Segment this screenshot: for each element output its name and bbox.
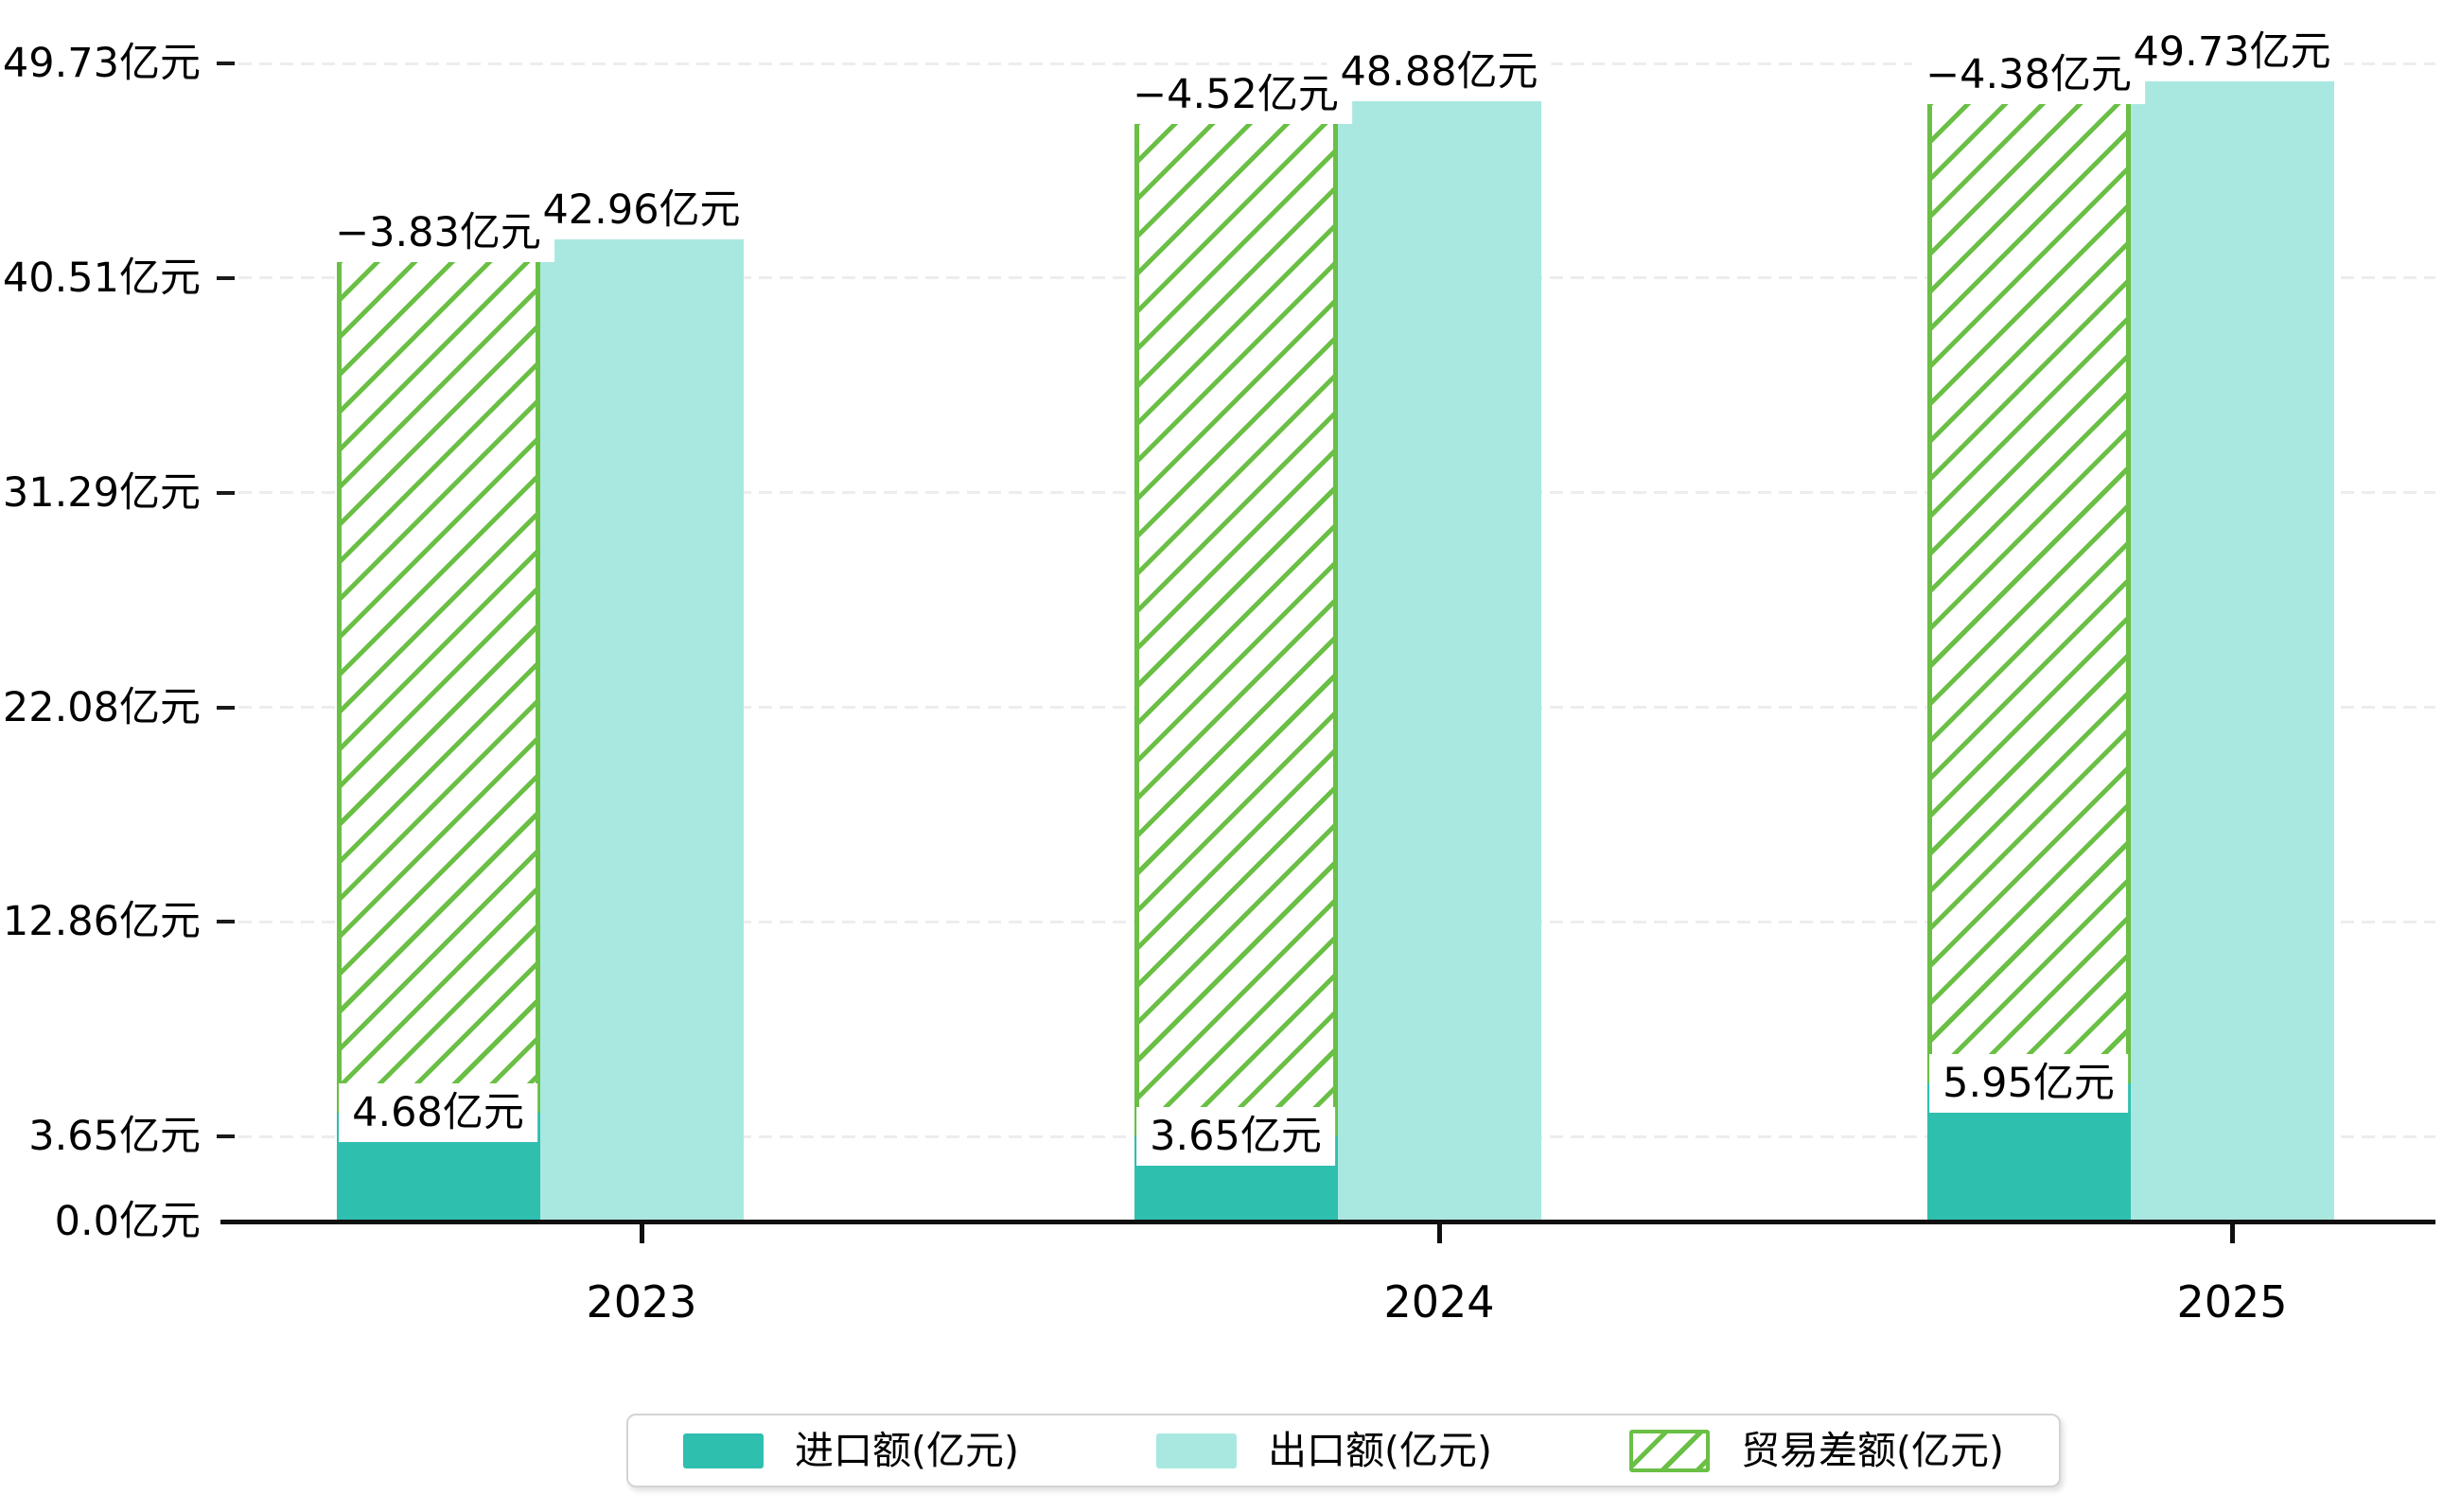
- y-tick-mark: [217, 1134, 235, 1139]
- bar-label-import-2025: 5.95亿元: [1929, 1053, 2128, 1113]
- bar-label-export-2023: 42.96亿元: [529, 180, 754, 239]
- y-tick-label: 3.65亿元: [28, 1113, 201, 1161]
- legend-swatch-export: [1156, 1433, 1237, 1468]
- bar-export-2024: [1337, 82, 1541, 1222]
- legend-swatch-trade-balance: [1629, 1429, 1710, 1472]
- bar-trade-balance-2024: [1134, 82, 1338, 1137]
- bar-label-trade-balance-2023: −3.83亿元: [322, 202, 554, 262]
- y-tick-label: 49.73亿元: [2, 40, 201, 87]
- legend-label-export: 出口额(亿元): [1268, 1427, 1492, 1473]
- y-tick-mark: [217, 275, 235, 280]
- legend-item-trade-balance: 贸易差额(亿元): [1629, 1427, 2004, 1473]
- bar-label-trade-balance-2025: −4.38亿元: [1912, 45, 2145, 104]
- bar-label-trade-balance-2024: −4.52亿元: [1119, 64, 1352, 124]
- legend-item-import: 进口额(亿元): [683, 1427, 1019, 1473]
- y-tick-mark: [217, 705, 235, 710]
- x-axis-line: [220, 1219, 2435, 1224]
- legend-swatch-import: [683, 1433, 764, 1468]
- y-tick-mark: [217, 62, 235, 65]
- x-tick-label-2023: 2023: [586, 1276, 697, 1327]
- y-tick-mark: [217, 490, 235, 495]
- y-tick-label: 31.29亿元: [2, 468, 201, 517]
- legend-label-import: 进口额(亿元): [795, 1427, 1019, 1473]
- x-tick-mark-2024: [1436, 1223, 1442, 1243]
- y-tick-mark: [217, 920, 235, 924]
- y-tick-label: 40.51亿元: [2, 254, 201, 302]
- y-tick-label: 0.0亿元: [54, 1198, 201, 1245]
- x-tick-mark-2023: [639, 1223, 644, 1243]
- bar-label-export-2025: 49.73亿元: [2119, 23, 2345, 81]
- bar-export-2025: [2130, 63, 2334, 1222]
- legend-item-export: 出口额(亿元): [1156, 1427, 1492, 1473]
- bar-export-2023: [539, 220, 744, 1222]
- legend-label-trade-balance: 贸易差额(亿元): [1741, 1427, 2004, 1473]
- x-tick-label-2025: 2025: [2176, 1276, 2288, 1327]
- bar-label-import-2023: 4.68亿元: [339, 1082, 537, 1142]
- legend: 进口额(亿元) 出口额(亿元) 贸易差额(亿元): [626, 1414, 2061, 1487]
- bar-trade-balance-2023: [336, 220, 540, 1113]
- bar-label-export-2024: 48.88亿元: [1327, 42, 1552, 101]
- x-tick-mark-2025: [2229, 1223, 2235, 1243]
- bar-label-import-2024: 3.65亿元: [1136, 1107, 1335, 1167]
- y-tick-label: 22.08亿元: [2, 683, 201, 731]
- bar-trade-balance-2025: [1926, 63, 2131, 1083]
- x-tick-label-2024: 2024: [1383, 1276, 1495, 1327]
- y-tick-label: 12.86亿元: [2, 898, 201, 946]
